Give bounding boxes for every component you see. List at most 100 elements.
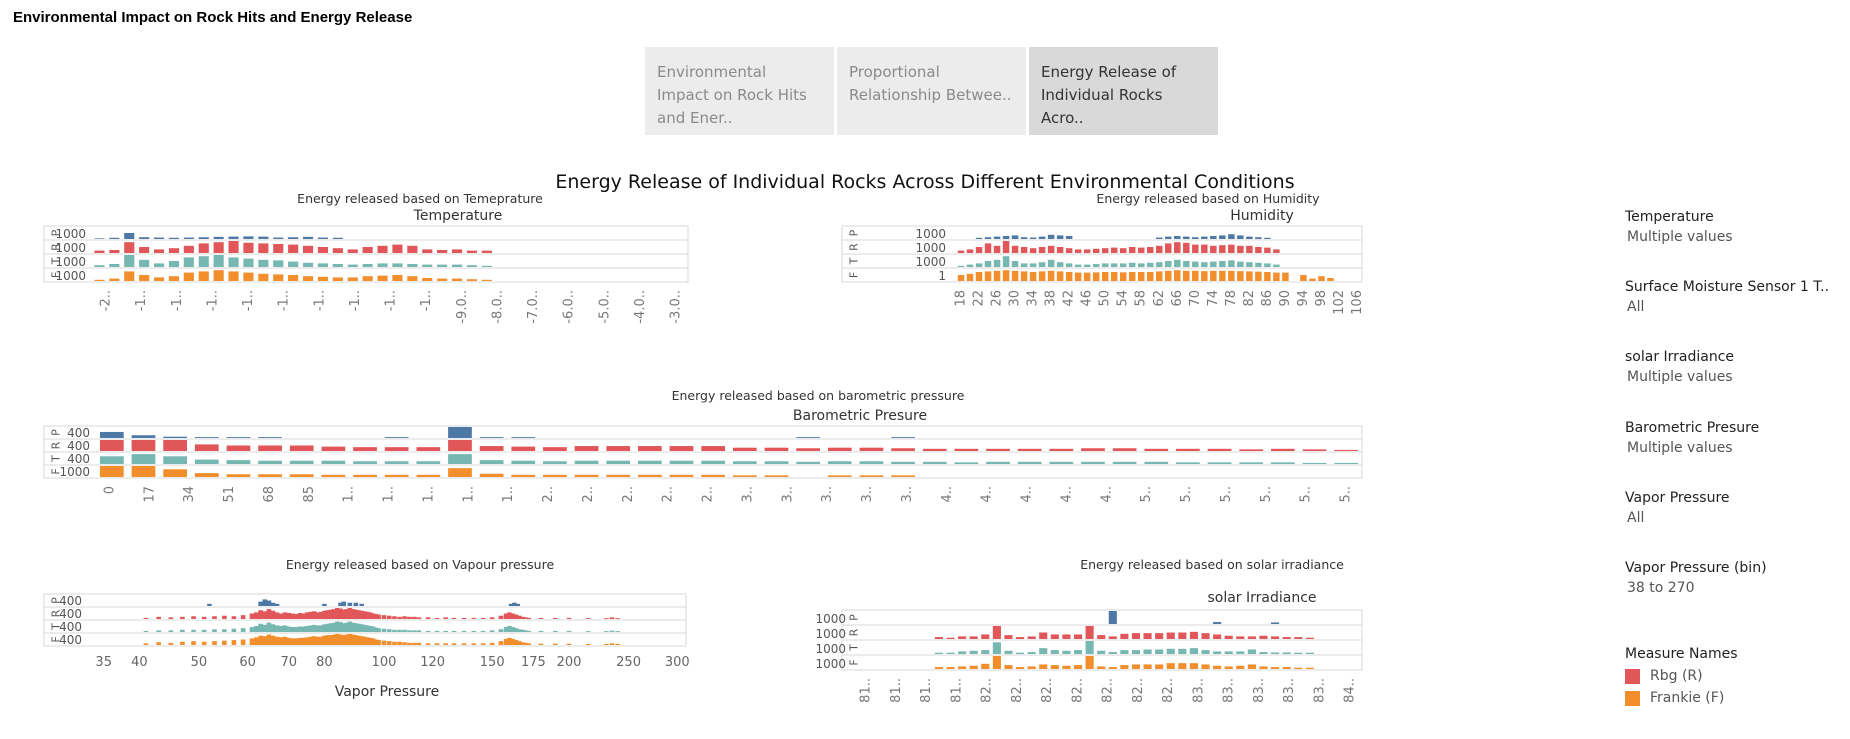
filter-value[interactable]: 38 to 270 <box>1627 580 1695 596</box>
barometric-chart: Energy released based on barometric pres… <box>0 388 1620 538</box>
bar-r <box>422 249 433 253</box>
bar-t <box>1039 648 1048 654</box>
filter-vapor-pressure[interactable]: Vapor Pressure All <box>1625 490 1730 526</box>
bar-t <box>228 257 239 267</box>
bar-f <box>315 636 320 645</box>
bar-r <box>1247 636 1256 639</box>
bar-t <box>301 626 306 632</box>
filter-vapor-pressure-bin[interactable]: Vapor Pressure (bin) 38 to 270 <box>1625 560 1767 596</box>
bar-f <box>543 474 567 477</box>
bar-t <box>273 260 284 267</box>
bar-r <box>286 612 292 619</box>
bar-t <box>278 625 284 632</box>
bar-f <box>1101 272 1109 281</box>
bar-t <box>124 255 135 267</box>
row-tick-label: 400 <box>59 633 82 647</box>
bar-t <box>282 625 288 632</box>
bar-r <box>1128 247 1136 253</box>
bar-t <box>1137 263 1145 267</box>
bar-r <box>180 616 185 619</box>
filter-temperature[interactable]: Temperature Multiple values <box>1625 209 1733 245</box>
bar-f <box>258 273 269 281</box>
x-tick-label: 82.. <box>1131 678 1146 703</box>
bar-f <box>479 473 504 477</box>
filter-value[interactable]: All <box>1627 510 1645 526</box>
measure-legend: Measure Names Rbg (R) Frankie (F) <box>1625 646 1738 706</box>
bar-f <box>1224 666 1233 669</box>
bar-r <box>481 250 492 253</box>
bar-r <box>109 250 120 253</box>
bar-p <box>993 236 1001 239</box>
x-tick-label: 200 <box>557 655 582 670</box>
bar-t <box>1092 264 1100 267</box>
bar-r <box>1074 249 1082 253</box>
bar-t <box>240 628 246 632</box>
bar-t <box>1146 262 1154 267</box>
x-tick-label: 1.. <box>421 486 436 503</box>
bar-f <box>489 642 495 645</box>
legend-item-rbg[interactable]: Rbg (R) <box>1625 668 1738 684</box>
bar-t <box>407 630 412 632</box>
x-tick-label: 78 <box>1224 290 1239 307</box>
x-tick-label: 18 <box>954 290 969 307</box>
x-tick-label: 40 <box>131 655 148 670</box>
bar-r <box>732 447 757 451</box>
bar-t <box>981 650 990 654</box>
bar-r <box>669 446 694 451</box>
bar-t <box>168 630 174 632</box>
bar-f <box>109 278 120 281</box>
filter-value[interactable]: Multiple values <box>1627 369 1733 385</box>
bar-f <box>124 271 135 281</box>
filter-value[interactable]: Multiple values <box>1627 440 1733 456</box>
x-tick-label: -8.0.. <box>490 290 505 324</box>
bar-r <box>701 446 726 451</box>
bar-f <box>1146 272 1154 281</box>
bar-t <box>1131 650 1141 654</box>
bar-f <box>1074 272 1082 281</box>
filter-value[interactable]: All <box>1627 299 1645 315</box>
x-tick-label: 250 <box>616 655 641 670</box>
bar-r <box>1156 245 1163 253</box>
filter-surface-moisture[interactable]: Surface Moisture Sensor 1 T.. All <box>1625 279 1829 315</box>
bar-r <box>1174 242 1181 253</box>
x-tick-label: 70 <box>1188 290 1203 307</box>
bar-t <box>392 629 397 632</box>
bar-r <box>397 616 402 619</box>
tab-environmental-impact[interactable]: Environmental Impact on Rock Hits and En… <box>645 47 834 135</box>
bar-t <box>796 461 820 464</box>
x-tick-label: 50 <box>1098 290 1113 307</box>
bar-r <box>574 446 599 451</box>
x-tick-label: 1.. <box>461 486 476 503</box>
tab-proportional-relationship[interactable]: Proportional Relationship Betwee.. <box>837 47 1026 135</box>
bar-f <box>701 474 726 477</box>
x-tick-label: 38 <box>1044 290 1059 307</box>
chart-header: Humidity <box>1230 208 1293 224</box>
bar-f <box>297 637 303 645</box>
bar-r <box>954 448 979 451</box>
filter-barometric-presure[interactable]: Barometric Presure Multiple values <box>1625 420 1759 456</box>
bar-r <box>1062 634 1071 639</box>
x-tick-label: -1.. <box>170 290 185 311</box>
legend-item-frankie[interactable]: Frankie (F) <box>1625 690 1738 706</box>
bar-r <box>513 614 519 619</box>
bar-t <box>1219 261 1226 267</box>
tab-energy-release[interactable]: Energy Release of Individual Rocks Acro.… <box>1029 47 1218 135</box>
bar-t <box>498 629 504 632</box>
bar-f <box>507 637 512 645</box>
bar-r <box>258 445 282 451</box>
bar-t <box>321 460 346 464</box>
x-tick-label: 58 <box>1134 290 1149 307</box>
bar-r <box>615 618 620 619</box>
bar-t <box>1083 264 1091 267</box>
bar-f <box>156 642 161 645</box>
bar-r <box>1011 245 1019 253</box>
bar-r <box>503 613 509 619</box>
filter-solar-irradiance[interactable]: solar Irradiance Multiple values <box>1625 349 1734 385</box>
row-tick-label: 400 <box>67 439 90 453</box>
bar-t <box>1081 461 1105 464</box>
bar-t <box>289 460 314 464</box>
filter-value[interactable]: Multiple values <box>1627 229 1733 245</box>
x-tick-label: 80 <box>316 655 333 670</box>
bar-t <box>1108 652 1117 654</box>
bar-f <box>574 474 599 477</box>
